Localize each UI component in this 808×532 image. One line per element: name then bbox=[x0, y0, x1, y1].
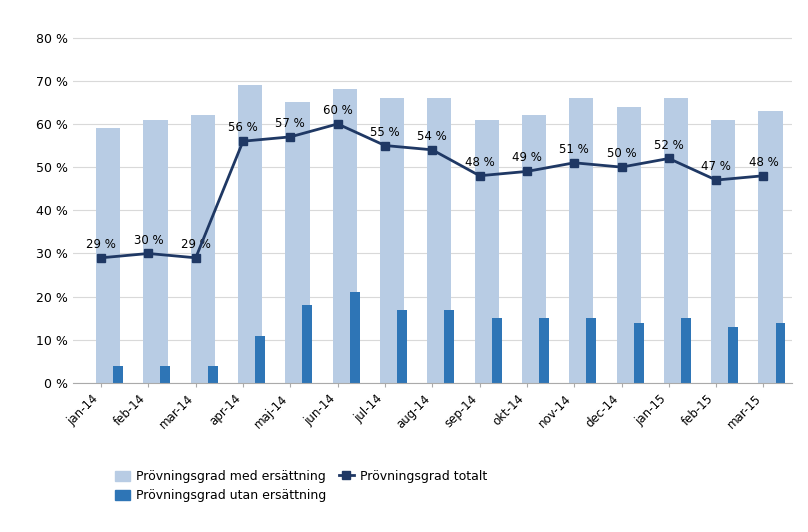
Bar bbox=[664, 98, 688, 383]
Text: 52 %: 52 % bbox=[654, 138, 684, 152]
Text: 56 %: 56 % bbox=[228, 121, 258, 134]
Bar bbox=[191, 115, 215, 383]
Text: 57 %: 57 % bbox=[276, 117, 305, 130]
Prövningsgrad totalt bbox=[427, 147, 437, 153]
Prövningsgrad totalt bbox=[617, 164, 626, 170]
Bar bbox=[617, 106, 641, 383]
Prövningsgrad totalt bbox=[191, 255, 200, 261]
Prövningsgrad totalt bbox=[664, 155, 674, 162]
Prövningsgrad totalt bbox=[380, 143, 389, 149]
Text: 29 %: 29 % bbox=[86, 238, 116, 251]
Text: 47 %: 47 % bbox=[701, 160, 731, 173]
Bar bbox=[255, 336, 265, 383]
Bar bbox=[238, 85, 263, 383]
Prövningsgrad totalt bbox=[475, 172, 485, 179]
Text: 48 %: 48 % bbox=[748, 156, 778, 169]
Bar bbox=[285, 102, 309, 383]
Bar bbox=[570, 98, 593, 383]
Bar bbox=[96, 128, 120, 383]
Prövningsgrad totalt bbox=[144, 250, 154, 256]
Text: 60 %: 60 % bbox=[322, 104, 352, 117]
Text: 49 %: 49 % bbox=[512, 152, 542, 164]
Bar bbox=[397, 310, 407, 383]
Bar bbox=[587, 318, 596, 383]
Bar bbox=[711, 120, 735, 383]
Text: 51 %: 51 % bbox=[559, 143, 589, 156]
Bar bbox=[380, 98, 404, 383]
Bar bbox=[144, 120, 167, 383]
Text: 48 %: 48 % bbox=[465, 156, 494, 169]
Bar bbox=[350, 293, 360, 383]
Legend: Prövningsgrad med ersättning, Prövningsgrad utan ersättning, Prövningsgrad total: Prövningsgrad med ersättning, Prövningsg… bbox=[115, 470, 487, 502]
Bar bbox=[728, 327, 739, 383]
Bar bbox=[491, 318, 502, 383]
Text: 54 %: 54 % bbox=[418, 130, 447, 143]
Bar bbox=[113, 366, 123, 383]
Prövningsgrad totalt bbox=[96, 255, 106, 261]
Bar bbox=[522, 115, 546, 383]
Prövningsgrad totalt bbox=[570, 160, 579, 166]
Bar bbox=[444, 310, 454, 383]
Bar bbox=[539, 318, 549, 383]
Text: 30 %: 30 % bbox=[133, 234, 163, 246]
Prövningsgrad totalt bbox=[333, 121, 343, 127]
Bar bbox=[302, 305, 313, 383]
Bar bbox=[633, 322, 643, 383]
Prövningsgrad totalt bbox=[759, 172, 768, 179]
Bar bbox=[161, 366, 170, 383]
Bar bbox=[681, 318, 691, 383]
Text: 50 %: 50 % bbox=[607, 147, 637, 160]
Bar bbox=[776, 322, 785, 383]
Bar bbox=[474, 120, 499, 383]
Text: 55 %: 55 % bbox=[370, 126, 400, 138]
Line: Prövningsgrad totalt: Prövningsgrad totalt bbox=[97, 120, 768, 262]
Bar bbox=[427, 98, 452, 383]
Bar bbox=[208, 366, 217, 383]
Prövningsgrad totalt bbox=[285, 134, 295, 140]
Bar bbox=[759, 111, 783, 383]
Prövningsgrad totalt bbox=[522, 168, 532, 174]
Text: 29 %: 29 % bbox=[181, 238, 211, 251]
Bar bbox=[333, 89, 357, 383]
Prövningsgrad totalt bbox=[238, 138, 248, 144]
Prövningsgrad totalt bbox=[711, 177, 721, 183]
